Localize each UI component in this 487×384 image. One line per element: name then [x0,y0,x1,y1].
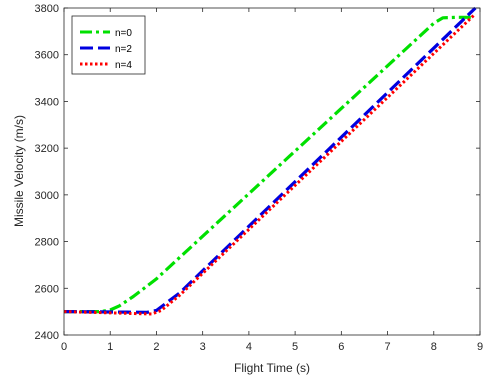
y-tick-label: 2400 [35,330,59,342]
legend-box [71,15,146,75]
x-tick-label: 0 [61,341,67,353]
y-tick-label: 3000 [35,190,59,202]
series-layer [63,6,477,316]
legend: n=0 n=2 n=4 [71,15,146,75]
x-tick-label: 2 [153,341,159,353]
tick-layer: 0 1 2 3 4 5 6 7 8 9 2400 2600 2800 3000 3200 3400 3600 38… [35,3,484,353]
y-axis-label: Missile Velocity (m/s) [12,115,26,227]
legend-label-n4: n=4 [115,60,132,71]
y-tick-label: 3200 [35,143,59,155]
x-tick-label: 3 [200,341,206,353]
x-axis-label: Flight Time (s) [234,361,310,375]
y-tick-label: 2800 [35,237,59,249]
y-tick-label: 3400 [35,96,59,108]
plot-frame [63,7,481,336]
x-tick-label: 8 [431,341,437,353]
y-tick-label: 3800 [35,3,59,15]
x-tick-label: 7 [384,341,390,353]
legend-label-n0: n=0 [115,28,132,39]
y-tick-label: 2600 [35,283,59,295]
x-tick-label: 5 [292,341,298,353]
x-tick-label: 4 [246,341,252,353]
x-tick-label: 6 [338,341,344,353]
x-tick-label: 9 [477,341,483,353]
x-tick-label: 1 [107,341,113,353]
y-tick-label: 3600 [35,50,59,62]
legend-label-n2: n=2 [115,44,132,55]
